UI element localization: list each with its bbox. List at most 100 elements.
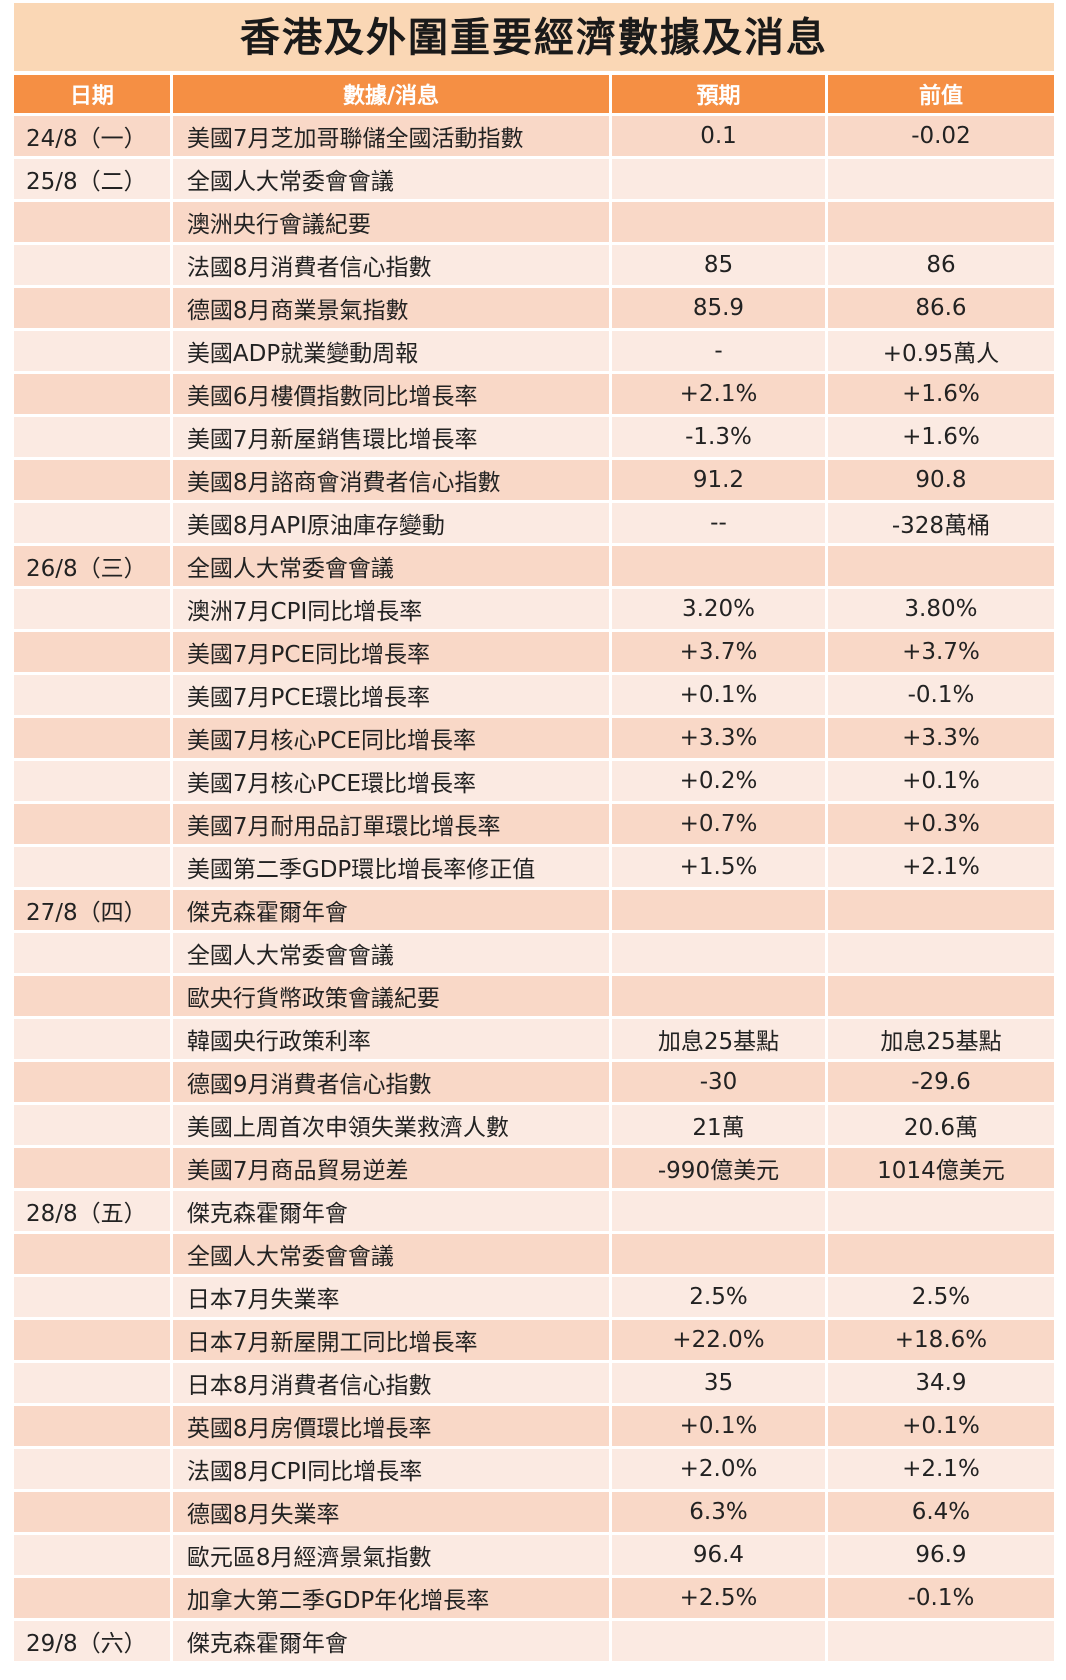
cell-item: 美國第二季GDP環比增長率修正值	[169, 844, 611, 889]
cell-date: 25/8（二）	[14, 156, 172, 201]
cell-previous: +3.3%	[824, 715, 1054, 760]
cell-date	[14, 1145, 172, 1190]
cell-date	[14, 457, 172, 502]
table-row: 韓國央行政策利率 加息25基點 加息25基點	[14, 1016, 1054, 1061]
cell-item: 美國7月芝加哥聯儲全國活動指數	[169, 113, 611, 158]
cell-expected: 加息25基點	[609, 1016, 827, 1061]
table-row: 美國8月諮商會消費者信心指數 91.2 90.8	[14, 457, 1054, 502]
cell-previous: 86.6	[824, 285, 1054, 330]
cell-previous: +1.6%	[824, 371, 1054, 416]
cell-expected: --	[609, 500, 827, 545]
cell-expected: 3.20%	[609, 586, 827, 631]
cell-date	[14, 414, 172, 459]
cell-item: 美國7月核心PCE同比增長率	[169, 715, 611, 760]
cell-date: 29/8（六）	[14, 1618, 172, 1661]
table-body: 24/8（一） 美國7月芝加哥聯儲全國活動指數 0.1 -0.02 25/8（二） 全國人…	[14, 113, 1054, 1661]
cell-expected: +22.0%	[609, 1317, 827, 1362]
cell-expected	[609, 156, 827, 201]
cell-date	[14, 1016, 172, 1061]
cell-expected: +2.5%	[609, 1575, 827, 1620]
cell-expected	[609, 1618, 827, 1661]
cell-previous	[824, 199, 1054, 244]
cell-item: 澳洲央行會議紀要	[169, 199, 611, 244]
cell-previous	[824, 930, 1054, 975]
cell-item: 美國8月API原油庫存變動	[169, 500, 611, 545]
cell-expected	[609, 930, 827, 975]
cell-item: 全國人大常委會會議	[169, 1231, 611, 1276]
table-header-row: 日期 數據/消息 預期 前值	[14, 75, 1054, 115]
cell-date	[14, 242, 172, 287]
cell-expected: 21萬	[609, 1102, 827, 1147]
cell-expected	[609, 1231, 827, 1276]
cell-item: 美國7月商品貿易逆差	[169, 1145, 611, 1190]
table-row: 美國8月API原油庫存變動 -- -328萬桶	[14, 500, 1054, 545]
table-row: 德國8月失業率 6.3% 6.4%	[14, 1489, 1054, 1534]
cell-date	[14, 629, 172, 674]
cell-previous: 90.8	[824, 457, 1054, 502]
cell-item: 英國8月房價環比增長率	[169, 1403, 611, 1448]
cell-item: 全國人大常委會會議	[169, 156, 611, 201]
table-row: 美國7月PCE環比增長率 +0.1% -0.1%	[14, 672, 1054, 717]
table-row: 日本8月消費者信心指數 35 34.9	[14, 1360, 1054, 1405]
cell-date	[14, 1446, 172, 1491]
header-item: 數據/消息	[169, 75, 611, 115]
cell-previous	[824, 887, 1054, 932]
page-title: 香港及外圍重要經濟數據及消息	[14, 3, 1054, 71]
cell-item: 傑克森霍爾年會	[169, 1188, 611, 1233]
cell-expected: -30	[609, 1059, 827, 1104]
cell-item: 歐元區8月經濟景氣指數	[169, 1532, 611, 1577]
cell-item: 美國ADP就業變動周報	[169, 328, 611, 373]
cell-expected: 2.5%	[609, 1274, 827, 1319]
cell-item: 美國8月諮商會消費者信心指數	[169, 457, 611, 502]
cell-item: 日本7月新屋開工同比增長率	[169, 1317, 611, 1362]
cell-previous: +3.7%	[824, 629, 1054, 674]
cell-date: 26/8（三）	[14, 543, 172, 588]
header-previous: 前值	[824, 75, 1054, 115]
table-row: 澳洲央行會議紀要	[14, 199, 1054, 244]
cell-previous: -0.1%	[824, 1575, 1054, 1620]
cell-expected: 0.1	[609, 113, 827, 158]
cell-date	[14, 715, 172, 760]
cell-previous: -29.6	[824, 1059, 1054, 1104]
table-row: 美國上周首次申領失業救濟人數 21萬 20.6萬	[14, 1102, 1054, 1147]
cell-date	[14, 285, 172, 330]
cell-expected: +0.1%	[609, 1403, 827, 1448]
cell-previous: 3.80%	[824, 586, 1054, 631]
table-row: 29/8（六） 傑克森霍爾年會	[14, 1618, 1054, 1661]
cell-previous: 2.5%	[824, 1274, 1054, 1319]
cell-item: 傑克森霍爾年會	[169, 887, 611, 932]
cell-date	[14, 1403, 172, 1448]
cell-item: 傑克森霍爾年會	[169, 1618, 611, 1661]
cell-item: 美國上周首次申領失業救濟人數	[169, 1102, 611, 1147]
cell-item: 法國8月消費者信心指數	[169, 242, 611, 287]
cell-item: 澳洲7月CPI同比增長率	[169, 586, 611, 631]
cell-item: 德國8月失業率	[169, 1489, 611, 1534]
cell-date: 24/8（一）	[14, 113, 172, 158]
cell-expected	[609, 887, 827, 932]
cell-date	[14, 1317, 172, 1362]
table-row: 英國8月房價環比增長率 +0.1% +0.1%	[14, 1403, 1054, 1448]
cell-expected: 6.3%	[609, 1489, 827, 1534]
cell-date	[14, 371, 172, 416]
cell-item: 全國人大常委會會議	[169, 930, 611, 975]
cell-expected	[609, 1188, 827, 1233]
table-row: 26/8（三） 全國人大常委會會議	[14, 543, 1054, 588]
cell-previous: +2.1%	[824, 1446, 1054, 1491]
cell-item: 日本7月失業率	[169, 1274, 611, 1319]
cell-expected: -	[609, 328, 827, 373]
cell-previous	[824, 1188, 1054, 1233]
cell-expected: +2.0%	[609, 1446, 827, 1491]
table-row: 日本7月失業率 2.5% 2.5%	[14, 1274, 1054, 1319]
cell-previous: -0.1%	[824, 672, 1054, 717]
cell-expected: +0.1%	[609, 672, 827, 717]
cell-previous	[824, 156, 1054, 201]
cell-previous: -328萬桶	[824, 500, 1054, 545]
cell-expected: 91.2	[609, 457, 827, 502]
table-row: 美國6月樓價指數同比增長率 +2.1% +1.6%	[14, 371, 1054, 416]
table-row: 美國ADP就業變動周報 - +0.95萬人	[14, 328, 1054, 373]
cell-previous: 加息25基點	[824, 1016, 1054, 1061]
cell-previous: +2.1%	[824, 844, 1054, 889]
cell-date: 27/8（四）	[14, 887, 172, 932]
cell-date	[14, 1575, 172, 1620]
table-row: 美國第二季GDP環比增長率修正值 +1.5% +2.1%	[14, 844, 1054, 889]
